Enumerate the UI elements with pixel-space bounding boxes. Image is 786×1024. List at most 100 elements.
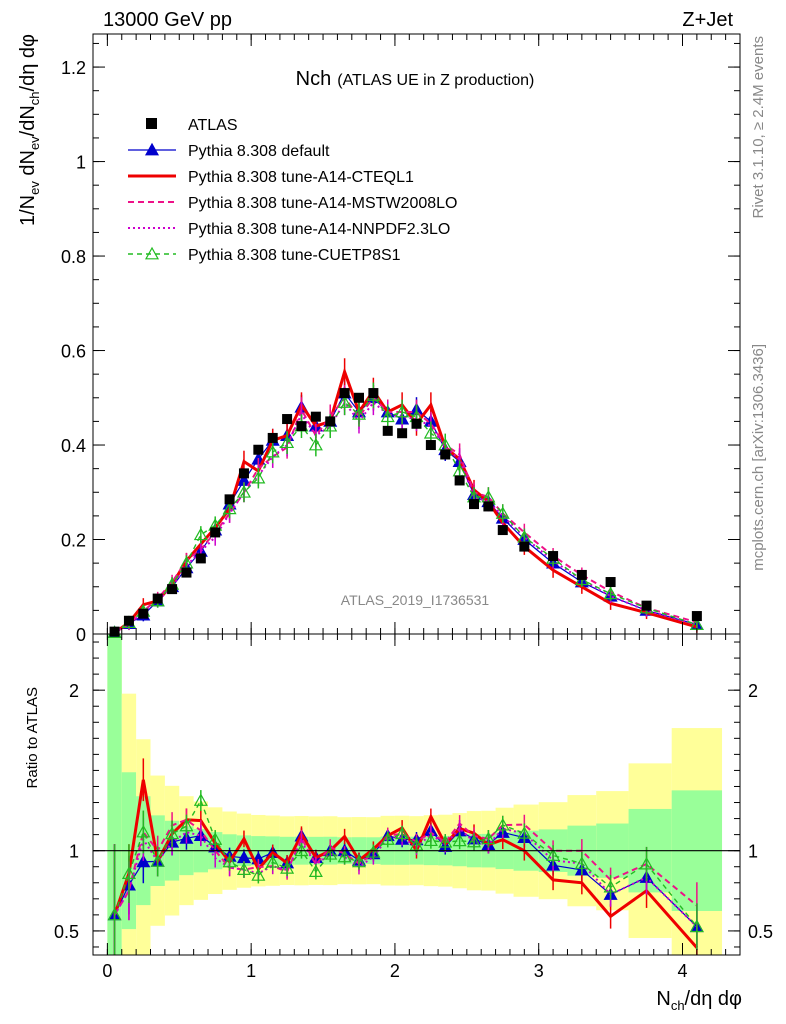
x-axis-label: Nch/dη dφ — [656, 988, 742, 1013]
atlas-data-point — [253, 444, 264, 455]
main-marker-pythia-8-308-tune-cuetp8s1 — [395, 404, 410, 418]
atlas-data-point — [397, 428, 408, 439]
main-marker-pythia-8-308-tune-cuetp8s1 — [603, 586, 618, 600]
ratio-marker-pythia-8-308-tune-cuetp8s1 — [121, 866, 136, 880]
ratio-y-tick-label-left: 1 — [69, 842, 79, 862]
atlas-data-point — [181, 567, 192, 578]
atlas-data-point — [138, 608, 149, 619]
legend-label: Pythia 8.308 tune-A14-NNPDF2.3LO — [188, 221, 450, 238]
ratio-marker-pythia-8-308-tune-cuetp8s1 — [438, 834, 453, 848]
ratio-marker-pythia-8-308-tune-cuetp8s1 — [323, 847, 338, 860]
ratio-line-pythia-8-308-tune-cuetp8s1 — [113, 798, 698, 928]
ratio-marker-pythia-8-308-tune-cuetp8s1 — [251, 868, 266, 881]
ratio-marker-pythia-8-308-tune-cuetp8s1 — [179, 818, 194, 832]
ratio-marker-pythia-8-308-tune-cuetp8s1 — [380, 832, 395, 845]
atlas-data-point — [339, 388, 350, 399]
x-tick-label: 3 — [534, 961, 544, 981]
atlas-data-point — [469, 499, 480, 510]
main-marker-pythia-8-308-tune-cuetp8s1 — [236, 485, 251, 498]
main-marker-pythia-8-308-tune-cuetp8s1 — [495, 506, 510, 519]
atlas-data-point — [454, 475, 465, 486]
main-marker-pythia-8-308-tune-cuetp8s1 — [308, 437, 323, 451]
axes: 0 1 2 3 4 0 0.2 0.4 0.6 0.8 1 1.2 0.5 0.5 1 1 2 2 — [54, 33, 773, 981]
header-left: 13000 GeV pp — [103, 9, 232, 31]
main-plot-series — [107, 358, 704, 638]
ratio-y-tick-label-left: 2 — [69, 681, 79, 701]
atlas-data-point — [210, 527, 221, 538]
ratio-marker-pythia-8-308-tune-cuetp8s1 — [208, 832, 223, 845]
atlas-data-point — [483, 501, 494, 512]
ratio-marker-pythia-8-308-tune-cuetp8s1 — [423, 833, 438, 847]
y-tick-label-main: 0 — [76, 625, 86, 645]
legend-entry: ATLAS — [146, 117, 238, 134]
ratio-marker-pythia-8-308-tune-cuetp8s1 — [574, 856, 589, 869]
y-tick-label-main: 0.2 — [61, 531, 86, 551]
ratio-marker-pythia-8-308-tune-cuetp8s1 — [409, 838, 424, 851]
legend: ATLAS Pythia 8.308 default Pythia 8.308 tu… — [128, 117, 457, 264]
ratio-line-pythia-8-308-tune-a14-nnpdf2-3lo — [113, 827, 698, 928]
atlas-data-point — [282, 414, 293, 425]
atlas-data-point — [368, 388, 379, 399]
y-tick-label-main: 0.4 — [61, 436, 86, 456]
atlas-data-point — [238, 468, 249, 479]
ratio-marker-pythia-8-308-tune-cuetp8s1 — [222, 854, 237, 868]
legend-label: ATLAS — [188, 117, 238, 134]
ratio-y-tick-label-right: 1 — [748, 842, 758, 862]
ratio-marker-pythia-8-308-tune-cuetp8s1 — [351, 854, 367, 868]
main-line-pythia-8-308-tune-a14-cteql1 — [113, 366, 698, 634]
ratio-marker-pythia-8-308-tune-cuetp8s1 — [294, 843, 309, 857]
atlas-data-point — [519, 541, 530, 552]
ratio-line-pythia-8-308-tune-a14-cteql1 — [113, 779, 699, 949]
legend-marker — [146, 118, 157, 129]
atlas-data-point — [641, 600, 652, 611]
main-marker-pythia-8-308-tune-cuetp8s1 — [222, 501, 237, 515]
ratio-marker-pythia-8-308-tune-cuetp8s1 — [308, 864, 323, 878]
ratio-marker-pythia-8-308-tune-cuetp8s1 — [136, 824, 151, 838]
uncertainty-bands — [107, 634, 723, 955]
ratio-stat-band — [107, 634, 122, 955]
atlas-data-point — [411, 418, 422, 429]
main-marker-pythia-8-308-tune-cuetp8s1 — [380, 409, 395, 423]
atlas-data-point — [353, 392, 364, 403]
legend-label: Pythia 8.308 tune-CUETP8S1 — [188, 247, 401, 264]
legend-entry: Pythia 8.308 tune-A14-CTEQL1 — [128, 169, 414, 186]
ratio-marker-pythia-8-308-tune-cuetp8s1 — [265, 855, 280, 868]
main-marker-pythia-8-308-tune-cuetp8s1 — [351, 407, 367, 420]
ratio-marker-pythia-8-308-tune-cuetp8s1 — [236, 862, 251, 875]
y-axis-label-ratio: Ratio to ATLAS — [24, 687, 41, 788]
atlas-data-point — [123, 615, 134, 626]
atlas-data-point — [605, 577, 616, 588]
legend-marker — [144, 142, 160, 156]
atlas-data-point — [310, 411, 321, 422]
main-marker-pythia-8-308-tune-cuetp8s1 — [265, 444, 280, 458]
main-marker-pythia-8-308-tune-cuetp8s1 — [251, 470, 266, 484]
plot-title: Nch (ATLAS UE in Z production) — [296, 68, 535, 90]
main-line-pythia-8-308-default — [114, 391, 698, 634]
x-tick-label: 1 — [246, 961, 256, 981]
ratio-marker-pythia-8-308-tune-cuetp8s1 — [639, 856, 654, 870]
ratio-marker-pythia-8-308-tune-cuetp8s1 — [150, 854, 165, 867]
plot-title-sub: (ATLAS UE in Z production) — [337, 72, 534, 89]
ratio-line-pythia-8-308-tune-a14-mstw2008lo — [113, 818, 698, 916]
x-tick-label: 2 — [390, 961, 400, 981]
ratio-marker-pythia-8-308-tune-cuetp8s1 — [366, 845, 381, 858]
legend-entry: Pythia 8.308 default — [128, 142, 330, 160]
legend-entry: Pythia 8.308 tune-A14-NNPDF2.3LO — [128, 221, 450, 238]
ratio-marker-pythia-8-308-tune-cuetp8s1 — [165, 826, 180, 840]
ratio-marker-pythia-8-308-tune-cuetp8s1 — [517, 826, 532, 839]
ratio-marker-pythia-8-308-tune-cuetp8s1 — [395, 826, 410, 840]
x-tick-label: 4 — [677, 961, 687, 981]
ratio-line-pythia-8-308-default — [114, 829, 698, 928]
atlas-data-point — [267, 432, 278, 443]
main-marker-pythia-8-308-tune-cuetp8s1 — [423, 425, 438, 439]
ratio-marker-pythia-8-308-tune-cuetp8s1 — [337, 849, 352, 863]
side-text-bottom: mcplots.cern.ch [arXiv:1306.3436] — [750, 344, 767, 571]
ratio-marker-pythia-8-308-tune-cuetp8s1 — [452, 833, 467, 847]
legend-label: Pythia 8.308 tune-A14-CTEQL1 — [188, 169, 414, 186]
atlas-data-point — [497, 525, 508, 536]
plot-title-main: Nch — [296, 68, 332, 90]
ratio-y-tick-label-right: 0.5 — [748, 922, 773, 942]
x-tick-label: 0 — [102, 961, 112, 981]
main-marker-pythia-8-308-tune-cuetp8s1 — [193, 527, 208, 541]
